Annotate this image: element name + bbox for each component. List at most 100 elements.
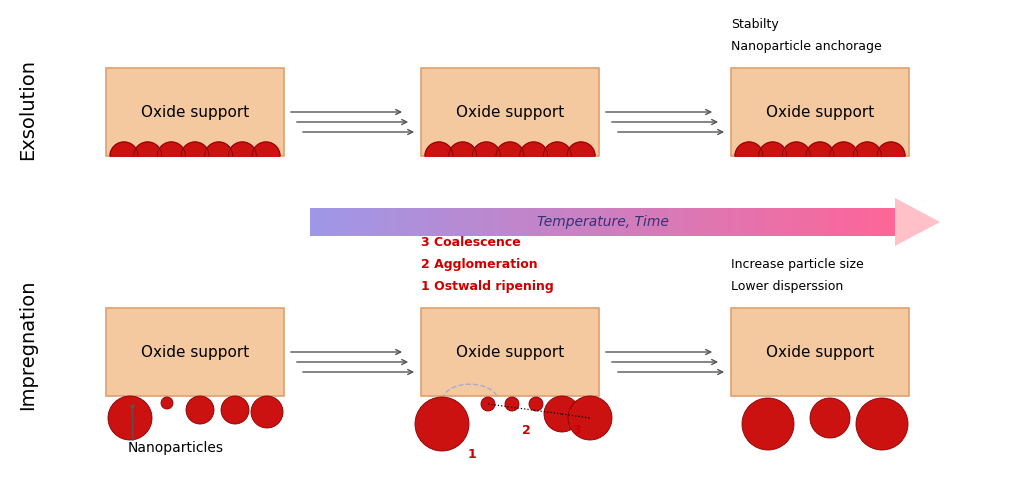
Polygon shape	[632, 208, 639, 236]
Polygon shape	[354, 208, 361, 236]
Circle shape	[415, 397, 469, 451]
Polygon shape	[759, 142, 786, 156]
Polygon shape	[339, 208, 346, 236]
Polygon shape	[559, 208, 566, 236]
FancyBboxPatch shape	[421, 308, 599, 396]
FancyBboxPatch shape	[106, 68, 284, 156]
Polygon shape	[851, 208, 858, 236]
Polygon shape	[669, 208, 676, 236]
Polygon shape	[537, 208, 544, 236]
Text: Lower disperssion: Lower disperssion	[731, 280, 843, 293]
Polygon shape	[888, 208, 895, 236]
Polygon shape	[807, 208, 814, 236]
Polygon shape	[741, 208, 749, 236]
Polygon shape	[822, 208, 829, 236]
Text: 1: 1	[468, 448, 477, 461]
Polygon shape	[485, 208, 493, 236]
Text: 3: 3	[572, 424, 581, 437]
Circle shape	[161, 397, 173, 409]
Polygon shape	[829, 142, 858, 156]
Polygon shape	[325, 208, 332, 236]
Polygon shape	[110, 142, 138, 156]
Polygon shape	[778, 208, 785, 236]
Polygon shape	[544, 142, 571, 156]
Polygon shape	[595, 208, 602, 236]
Text: Increase particle size: Increase particle size	[731, 258, 864, 271]
Polygon shape	[581, 208, 588, 236]
Polygon shape	[376, 208, 383, 236]
Text: Nanoparticles: Nanoparticles	[128, 441, 224, 455]
Polygon shape	[844, 208, 851, 236]
Text: Stabilty: Stabilty	[731, 18, 778, 31]
Polygon shape	[782, 142, 810, 156]
Polygon shape	[853, 142, 882, 156]
Circle shape	[856, 398, 908, 450]
Circle shape	[221, 396, 249, 424]
Polygon shape	[441, 208, 449, 236]
Circle shape	[544, 396, 580, 432]
Polygon shape	[519, 142, 548, 156]
Polygon shape	[566, 208, 573, 236]
Circle shape	[251, 396, 283, 428]
Polygon shape	[310, 208, 317, 236]
Polygon shape	[683, 208, 690, 236]
Text: Impregnation: Impregnation	[18, 280, 38, 410]
Polygon shape	[493, 208, 500, 236]
Polygon shape	[544, 208, 551, 236]
Polygon shape	[317, 208, 325, 236]
Polygon shape	[383, 208, 390, 236]
Text: Temperature, Time: Temperature, Time	[537, 215, 669, 229]
Polygon shape	[653, 208, 662, 236]
Polygon shape	[625, 208, 632, 236]
Circle shape	[505, 397, 519, 411]
Polygon shape	[763, 208, 771, 236]
Polygon shape	[881, 208, 888, 236]
Polygon shape	[390, 208, 397, 236]
Polygon shape	[697, 208, 705, 236]
Polygon shape	[588, 208, 595, 236]
Polygon shape	[617, 208, 625, 236]
Circle shape	[529, 397, 543, 411]
Polygon shape	[425, 142, 453, 156]
Polygon shape	[522, 208, 529, 236]
Text: Oxide support: Oxide support	[141, 104, 249, 120]
Polygon shape	[496, 142, 524, 156]
Polygon shape	[449, 142, 476, 156]
Polygon shape	[895, 198, 940, 246]
Polygon shape	[865, 208, 873, 236]
Text: 2 Agglomeration: 2 Agglomeration	[421, 258, 538, 271]
Polygon shape	[252, 142, 280, 156]
Polygon shape	[228, 142, 256, 156]
Polygon shape	[873, 208, 881, 236]
Polygon shape	[406, 208, 413, 236]
Polygon shape	[705, 208, 712, 236]
Polygon shape	[158, 142, 185, 156]
Text: Oxide support: Oxide support	[766, 104, 874, 120]
Polygon shape	[427, 208, 434, 236]
Polygon shape	[720, 208, 727, 236]
Polygon shape	[449, 208, 457, 236]
Polygon shape	[646, 208, 653, 236]
Polygon shape	[515, 208, 522, 236]
FancyBboxPatch shape	[731, 68, 909, 156]
Polygon shape	[434, 208, 441, 236]
Polygon shape	[369, 208, 376, 236]
Polygon shape	[785, 208, 793, 236]
Polygon shape	[806, 142, 834, 156]
Polygon shape	[413, 208, 420, 236]
Polygon shape	[814, 208, 822, 236]
Polygon shape	[858, 208, 865, 236]
Circle shape	[742, 398, 794, 450]
Polygon shape	[837, 208, 844, 236]
Polygon shape	[662, 208, 669, 236]
FancyBboxPatch shape	[731, 308, 909, 396]
Polygon shape	[181, 142, 209, 156]
Text: Oxide support: Oxide support	[766, 344, 874, 360]
Polygon shape	[134, 142, 162, 156]
Polygon shape	[478, 208, 485, 236]
Polygon shape	[829, 208, 837, 236]
Polygon shape	[361, 208, 369, 236]
Polygon shape	[749, 208, 756, 236]
Polygon shape	[800, 208, 807, 236]
Text: Oxide support: Oxide support	[141, 344, 249, 360]
